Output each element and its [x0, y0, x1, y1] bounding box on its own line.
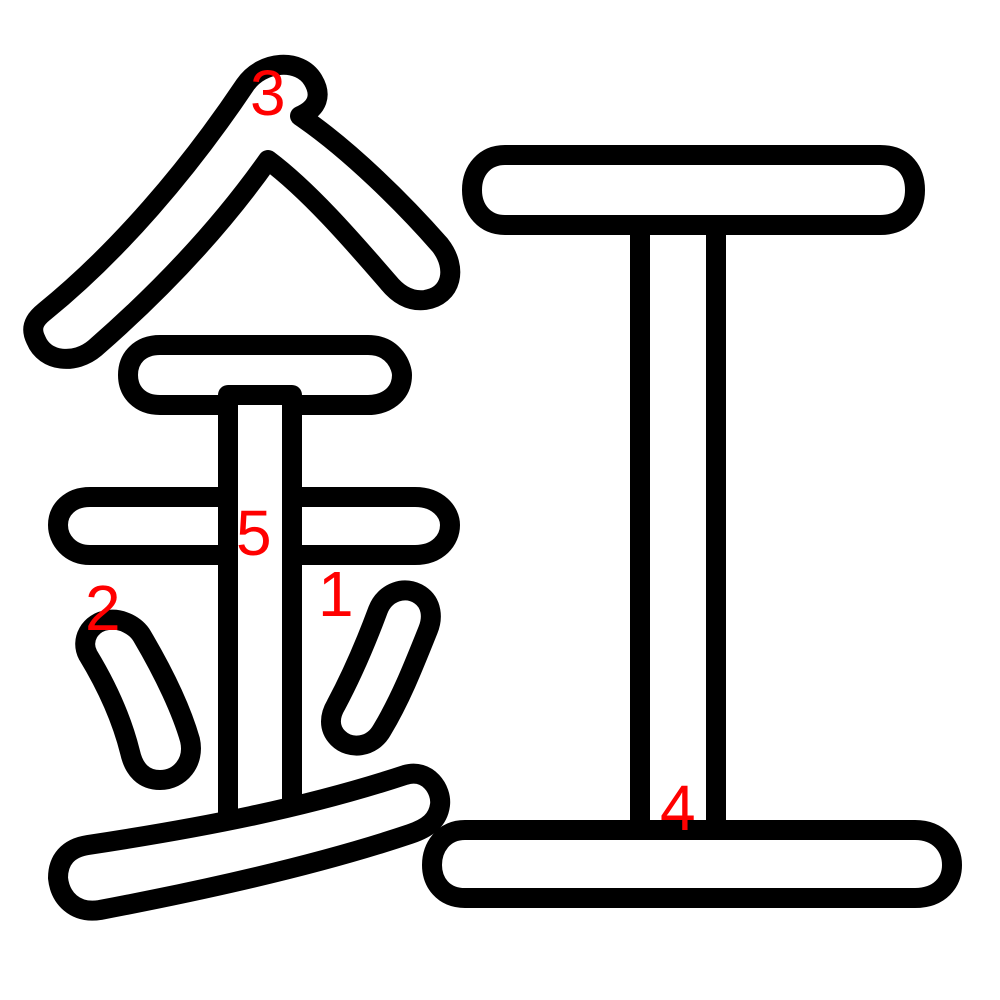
bottom-bar-stroke [422, 820, 962, 908]
vertical-stroke [218, 385, 302, 836]
left-dot-stroke [75, 609, 201, 790]
roof-stroke [23, 54, 461, 369]
stem-stroke [630, 215, 726, 840]
stroke-number-label: 5 [236, 497, 272, 569]
stroke-number-label: 3 [250, 57, 286, 129]
right-dot-stroke [321, 580, 441, 756]
upper-horizontal-stroke [118, 335, 412, 415]
stroke-number-label: 4 [660, 772, 696, 844]
stroke-number-label: 2 [85, 572, 121, 644]
stroke-number-label: 1 [318, 558, 354, 630]
top-bar-stroke [462, 145, 925, 235]
rising-stroke [48, 763, 451, 921]
